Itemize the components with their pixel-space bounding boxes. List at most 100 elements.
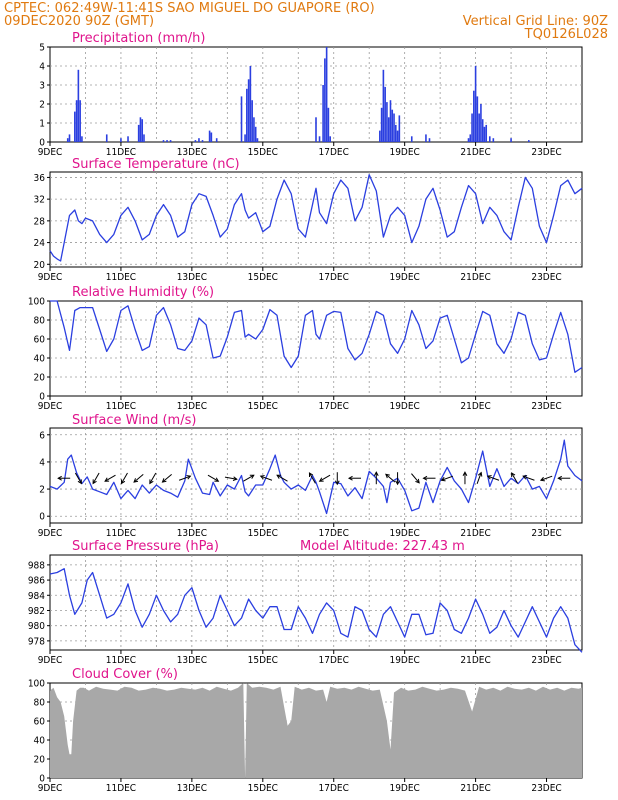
temp-xtick-label: 11DEC <box>106 272 136 283</box>
pressure-ytick-label: 986 <box>28 576 45 587</box>
header-station: CPTEC: 062:49W-11:41S SAO MIGUEL DO GUAP… <box>4 1 375 16</box>
header-date: 09DEC2020 90Z (GMT) <box>4 14 154 29</box>
header-model-id: TQ0126L028 <box>524 27 608 42</box>
pressure-ytick-label: 984 <box>28 591 45 602</box>
wind-xtick-label: 15DEC <box>248 528 278 539</box>
rh-xtick-label: 15DEC <box>248 401 278 412</box>
wind-arrow <box>539 475 553 482</box>
rh-ytick-label: 60 <box>34 335 46 346</box>
precip-bar <box>488 136 491 142</box>
precip-xtick-label: 9DEC <box>38 147 63 158</box>
pressure-xtick-label: 17DEC <box>319 655 349 666</box>
wind-arrow <box>422 475 436 481</box>
panel-pressure: Surface Pressure (hPa) Model Altitude: 2… <box>28 539 583 666</box>
precip-bar <box>166 140 168 142</box>
rh-ytick-label: 80 <box>34 316 46 327</box>
precip-ytick-label: 0 <box>39 138 45 149</box>
precip-bar <box>528 140 530 142</box>
precip-bar <box>253 117 255 142</box>
temp-ytick-label: 32 <box>34 195 45 206</box>
wind-xtick-label: 9DEC <box>38 528 63 539</box>
cloud-ytick-label: 80 <box>34 698 46 709</box>
wind-series-line <box>49 439 583 515</box>
wind-arrow <box>104 474 116 482</box>
cloud-cover-marks: 0 20 40 60 80 100 9DEC 11DEC 13DEC 15DEC 17DEC 19DE… <box>28 679 582 794</box>
wind-arrow <box>276 474 288 482</box>
precip-bar <box>169 140 172 142</box>
precip-bar <box>75 100 78 142</box>
rh-ytick-label: 20 <box>34 373 46 384</box>
precip-xtick-label: 13DEC <box>177 147 207 158</box>
precip-bar <box>329 136 331 142</box>
precip-bar <box>384 86 386 142</box>
header-grid-line: Vertical Grid Line: 90Z <box>463 14 608 29</box>
rh-xtick-label: 23DEC <box>531 401 561 412</box>
precip-bar <box>318 136 321 142</box>
precip-xtick-label: 23DEC <box>531 147 561 158</box>
temp-ytick-label: 24 <box>34 238 46 249</box>
panel-title-model-altitude: Model Altitude: 227.43 m <box>300 539 465 554</box>
precip-bar <box>256 138 259 142</box>
wind-ytick-label: 4 <box>39 457 45 468</box>
precip-bar <box>251 100 253 142</box>
precip-bar <box>201 140 204 142</box>
wind-arrow <box>74 472 82 485</box>
precip-bar <box>391 109 394 142</box>
wind-arrow <box>557 475 571 481</box>
rh-xtick-label: 9DEC <box>38 401 63 412</box>
precip-ytick-label: 5 <box>39 43 45 54</box>
pressure-ytick-label: 988 <box>28 560 45 571</box>
wind-xtick-label: 19DEC <box>389 528 419 539</box>
temp-series-line <box>49 174 583 262</box>
pressure-ytick-label: 982 <box>28 606 45 617</box>
precip-bar <box>510 138 512 142</box>
cloud-ytick-label: 40 <box>34 736 46 747</box>
wind-arrow <box>511 472 519 484</box>
pressure-xtick-label: 9DEC <box>38 655 63 666</box>
rh-ytick-label: 100 <box>28 297 45 308</box>
panel-title-pressure: Surface Pressure (hPa) <box>72 539 219 554</box>
precip-bar <box>143 134 145 142</box>
wind-arrow <box>395 472 400 486</box>
precip-ytick-label: 4 <box>39 62 45 73</box>
precip-bar <box>485 124 488 142</box>
wind-arrow <box>522 475 535 481</box>
wind-arrow <box>207 474 220 482</box>
cloud-xtick-label: 9DEC <box>38 783 63 794</box>
cloud-xtick-label: 23DEC <box>531 783 561 794</box>
wind-arrow <box>308 472 316 484</box>
plot-frame-humidity <box>49 300 583 397</box>
precip-bar <box>471 113 473 142</box>
precip-bar <box>141 119 144 142</box>
wind-xtick-label: 17DEC <box>319 528 349 539</box>
precip-bar <box>66 138 69 142</box>
precip-ytick-label: 1 <box>39 119 45 130</box>
precip-bar <box>162 140 165 142</box>
plot-frame-temperature <box>49 171 583 268</box>
pressure-xtick-label: 13DEC <box>177 655 207 666</box>
precip-bar <box>137 124 140 142</box>
precip-bar <box>393 113 395 142</box>
precip-bar <box>379 130 381 142</box>
precip-bar <box>395 124 397 142</box>
pressure-xtick-label: 15DEC <box>248 655 278 666</box>
panel-title-wind: Surface Wind (m/s) <box>72 413 196 428</box>
wind-arrow <box>133 473 144 483</box>
precip-xtick-label: 11DEC <box>106 147 136 158</box>
cloud-ytick-label: 0 <box>39 774 45 785</box>
precip-bar <box>208 130 211 142</box>
precip-bar <box>483 126 486 142</box>
precip-bar <box>386 102 388 142</box>
cloud-ytick-label: 20 <box>34 755 46 766</box>
precip-bar <box>410 136 413 142</box>
cloud-xtick-label: 17DEC <box>319 783 349 794</box>
precip-bar <box>396 130 399 142</box>
wind-arrow <box>373 471 379 485</box>
wind-arrow <box>440 475 454 482</box>
wind-xtick-label: 11DEC <box>106 528 136 539</box>
cloud-xtick-label: 13DEC <box>177 783 207 794</box>
precip-bar <box>254 126 257 142</box>
pressure-ytick-label: 980 <box>28 621 45 632</box>
precip-bar <box>425 134 427 142</box>
